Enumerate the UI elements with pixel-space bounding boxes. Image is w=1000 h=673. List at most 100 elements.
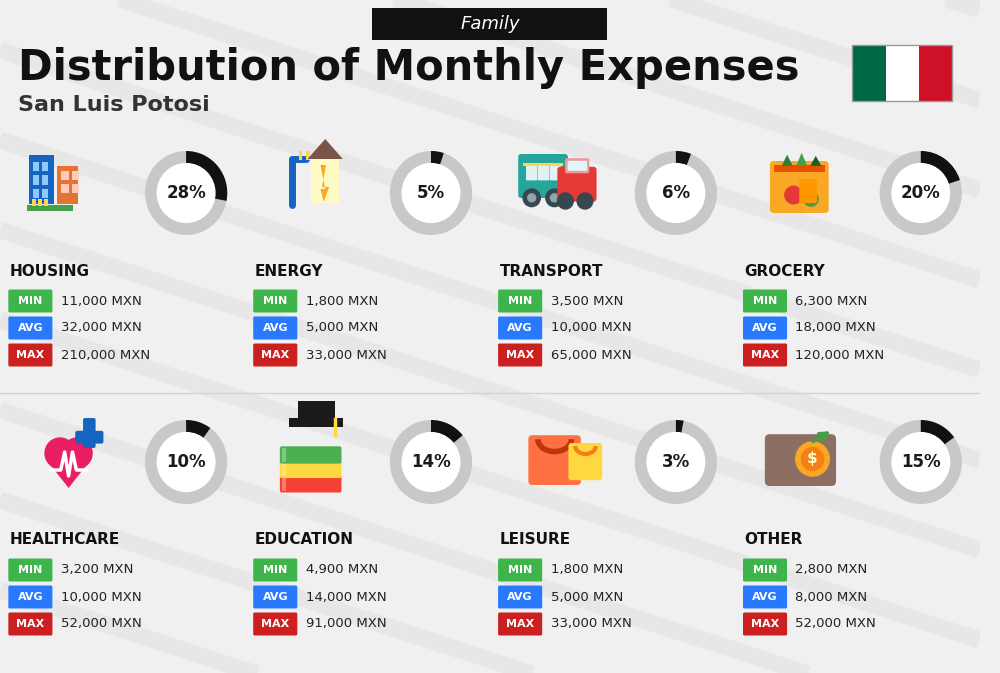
FancyBboxPatch shape [57, 166, 78, 203]
FancyBboxPatch shape [253, 612, 297, 635]
FancyBboxPatch shape [557, 167, 597, 202]
Text: 5,000 MXN: 5,000 MXN [306, 322, 378, 334]
FancyBboxPatch shape [8, 612, 52, 635]
FancyBboxPatch shape [33, 176, 39, 184]
Text: 32,000 MXN: 32,000 MXN [61, 322, 141, 334]
Circle shape [157, 164, 215, 222]
FancyBboxPatch shape [280, 446, 341, 464]
Circle shape [796, 442, 829, 476]
FancyBboxPatch shape [528, 435, 581, 485]
Circle shape [892, 433, 950, 491]
Text: MAX: MAX [751, 350, 779, 360]
FancyBboxPatch shape [8, 586, 52, 608]
Text: TRANSPORT: TRANSPORT [500, 264, 603, 279]
Text: MAX: MAX [16, 350, 44, 360]
Text: 10,000 MXN: 10,000 MXN [61, 590, 141, 604]
FancyBboxPatch shape [29, 155, 54, 203]
Text: OTHER: OTHER [744, 532, 803, 548]
FancyBboxPatch shape [498, 559, 542, 581]
FancyBboxPatch shape [38, 199, 42, 205]
Wedge shape [431, 420, 463, 444]
Circle shape [402, 433, 460, 491]
Circle shape [804, 192, 818, 206]
Text: HEALTHCARE: HEALTHCARE [10, 532, 120, 548]
FancyBboxPatch shape [282, 448, 286, 462]
Circle shape [551, 194, 558, 202]
Text: MAX: MAX [506, 350, 534, 360]
Text: 11,000 MXN: 11,000 MXN [61, 295, 141, 308]
Text: LEISURE: LEISURE [500, 532, 571, 548]
Text: 3,200 MXN: 3,200 MXN [61, 563, 133, 577]
Text: 52,000 MXN: 52,000 MXN [795, 618, 876, 631]
Text: 10,000 MXN: 10,000 MXN [551, 322, 631, 334]
Text: 28%: 28% [166, 184, 206, 202]
Text: 18,000 MXN: 18,000 MXN [795, 322, 876, 334]
FancyBboxPatch shape [799, 179, 817, 203]
Text: 210,000 MXN: 210,000 MXN [61, 349, 150, 361]
Text: 33,000 MXN: 33,000 MXN [551, 618, 631, 631]
FancyBboxPatch shape [886, 45, 919, 101]
Text: 4,900 MXN: 4,900 MXN [306, 563, 378, 577]
Polygon shape [782, 155, 793, 166]
FancyBboxPatch shape [568, 161, 587, 171]
Text: AVG: AVG [752, 592, 778, 602]
Text: 5,000 MXN: 5,000 MXN [551, 590, 623, 604]
Text: 3,500 MXN: 3,500 MXN [551, 295, 623, 308]
Text: EDUCATION: EDUCATION [255, 532, 354, 548]
FancyBboxPatch shape [538, 163, 549, 180]
FancyBboxPatch shape [770, 161, 829, 213]
Text: MIN: MIN [18, 565, 42, 575]
Text: 33,000 MXN: 33,000 MXN [306, 349, 386, 361]
Text: MIN: MIN [753, 296, 777, 306]
FancyBboxPatch shape [498, 343, 542, 367]
Wedge shape [390, 151, 472, 235]
FancyBboxPatch shape [61, 171, 69, 180]
FancyBboxPatch shape [75, 431, 103, 444]
Text: 52,000 MXN: 52,000 MXN [61, 618, 141, 631]
FancyBboxPatch shape [27, 205, 73, 211]
Polygon shape [45, 458, 92, 488]
Text: 14%: 14% [411, 453, 451, 471]
Circle shape [528, 194, 536, 202]
Polygon shape [796, 153, 807, 166]
FancyBboxPatch shape [253, 559, 297, 581]
FancyBboxPatch shape [526, 163, 537, 180]
Circle shape [546, 189, 563, 207]
Text: ENERGY: ENERGY [255, 264, 323, 279]
FancyBboxPatch shape [743, 316, 787, 339]
Circle shape [801, 448, 824, 470]
Wedge shape [145, 420, 227, 504]
Text: 15%: 15% [901, 453, 941, 471]
Text: AVG: AVG [18, 323, 43, 333]
FancyBboxPatch shape [774, 165, 825, 172]
FancyBboxPatch shape [8, 559, 52, 581]
Text: Family: Family [460, 15, 520, 33]
Polygon shape [308, 139, 343, 159]
Text: AVG: AVG [262, 592, 288, 602]
FancyBboxPatch shape [518, 154, 568, 198]
Circle shape [558, 193, 573, 209]
Text: MIN: MIN [263, 296, 287, 306]
Wedge shape [390, 420, 472, 504]
FancyBboxPatch shape [372, 8, 607, 40]
Circle shape [785, 186, 802, 204]
FancyBboxPatch shape [42, 176, 48, 184]
Circle shape [45, 438, 75, 468]
FancyBboxPatch shape [498, 612, 542, 635]
Text: MIN: MIN [753, 565, 777, 575]
Text: GROCERY: GROCERY [744, 264, 825, 279]
Text: Distribution of Monthly Expenses: Distribution of Monthly Expenses [18, 47, 799, 89]
Text: 6%: 6% [662, 184, 690, 202]
Text: 65,000 MXN: 65,000 MXN [551, 349, 631, 361]
Wedge shape [186, 151, 227, 201]
FancyBboxPatch shape [253, 343, 297, 367]
Wedge shape [880, 420, 962, 504]
Text: AVG: AVG [18, 592, 43, 602]
FancyBboxPatch shape [33, 162, 39, 171]
FancyBboxPatch shape [42, 162, 48, 171]
Text: AVG: AVG [752, 323, 778, 333]
Text: 1,800 MXN: 1,800 MXN [551, 563, 623, 577]
FancyBboxPatch shape [42, 189, 48, 198]
Text: AVG: AVG [507, 592, 533, 602]
FancyBboxPatch shape [44, 199, 48, 205]
